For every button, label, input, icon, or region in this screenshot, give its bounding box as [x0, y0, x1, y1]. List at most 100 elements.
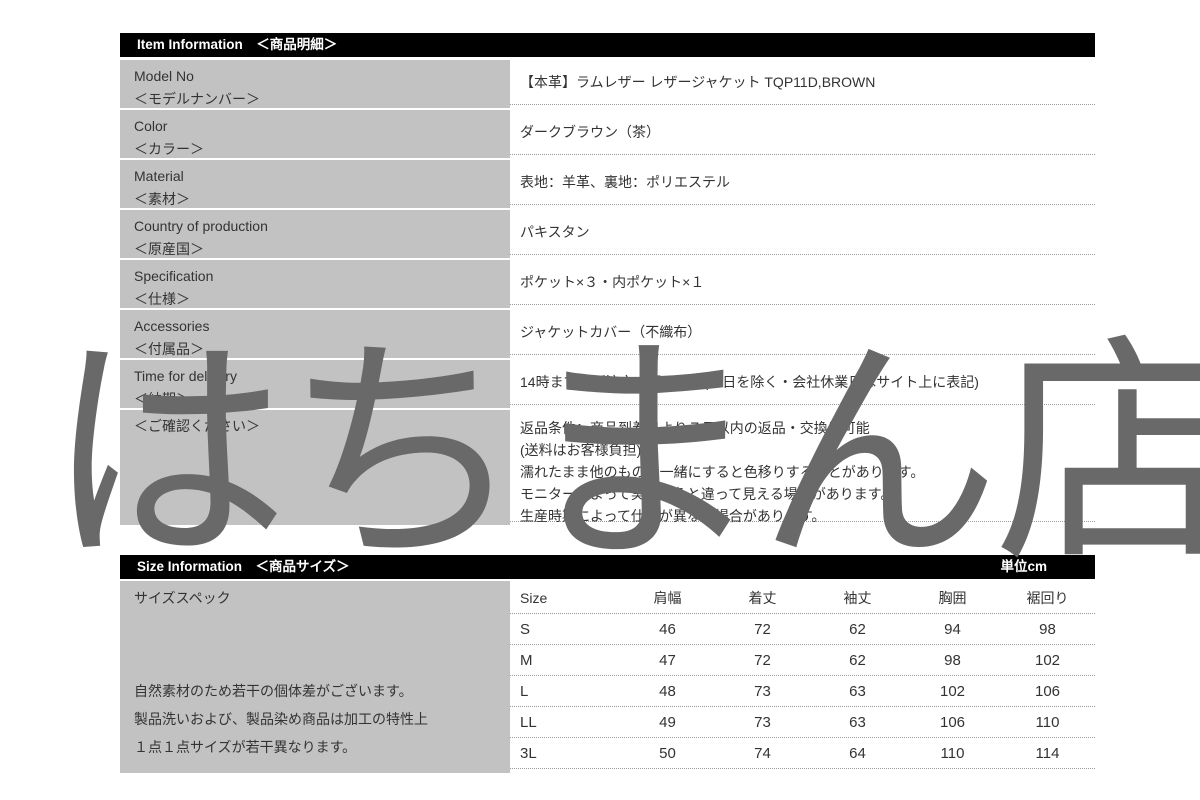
size-table-row: LL 49 73 63 106 110 — [510, 707, 1095, 738]
row-label-cell: ＜ご確認ください＞ — [120, 410, 510, 525]
item-info-row: Model No ＜モデルナンバー＞ 【本革】ラムレザー レザージャケット TQP1… — [120, 60, 1095, 108]
item-info-title: Item Information ＜商品明細＞ — [137, 37, 338, 52]
row-label-jp: ＜モデルナンバー＞ — [134, 91, 260, 107]
row-value: パキスタン — [520, 224, 590, 240]
size-spec-title: サイズスペック — [134, 590, 231, 606]
size-column-header: 胸囲 — [938, 589, 967, 606]
notes-line: 生産時期によって仕様が異なる場合があります。 — [520, 508, 826, 524]
row-label-jp: ＜カラー＞ — [134, 141, 204, 157]
size-table-cell: 47 — [659, 651, 676, 669]
row-value-cell: ダークブラウン（茶） — [510, 110, 1095, 155]
size-unit-label: 単位cm — [1000, 559, 1047, 574]
size-info-section: Size Information ＜商品サイズ＞ 単位cm サイズスペック 自然… — [120, 555, 1095, 773]
row-label-en: Specification — [134, 268, 214, 284]
size-column-header: 袖丈 — [843, 589, 872, 606]
size-table-cell: 74 — [754, 744, 771, 762]
row-label-en: Color — [134, 118, 168, 134]
size-table-cell: 50 — [659, 744, 676, 762]
row-value-cell: 表地：羊革、裏地：ポリエステル — [510, 160, 1095, 205]
size-table-cell: L — [520, 682, 529, 700]
row-value-cell: パキスタン — [510, 210, 1095, 255]
notes-line: モニターによって実物の色と違って見える場合があります。 — [520, 486, 895, 502]
row-label-jp: ＜付属品＞ — [134, 341, 204, 357]
notes-line: 濡れたまま他のものと一緒にすると色移りすることがあります。 — [520, 464, 925, 480]
size-column-header: 肩幅 — [653, 589, 682, 606]
item-info-row: Country of production ＜原産国＞ パキスタン — [120, 210, 1095, 258]
row-value-cell: 14時までのご注文で即日発送(土日を除く・会社休業日はサイト上に表記) — [510, 360, 1095, 405]
row-label-cell: Specification ＜仕様＞ — [120, 260, 510, 308]
item-info-row: Accessories ＜付属品＞ ジャケットカバー（不織布） — [120, 310, 1095, 358]
size-table-cell: 106 — [939, 713, 966, 731]
item-info-header-bar: Item Information ＜商品明細＞ — [120, 33, 1095, 57]
size-table-cell: 98 — [944, 651, 961, 669]
item-info-row: Material ＜素材＞ 表地：羊革、裏地：ポリエステル — [120, 160, 1095, 208]
row-label-en: Accessories — [134, 318, 210, 334]
size-info-header-bar: Size Information ＜商品サイズ＞ 単位cm — [120, 555, 1095, 579]
row-label-cell: Accessories ＜付属品＞ — [120, 310, 510, 358]
row-label-jp: ＜素材＞ — [134, 191, 190, 207]
size-info-body: サイズスペック 自然素材のため若干の個体差がございます。 製品洗いおよび、製品染め… — [120, 581, 1095, 773]
row-label-jp: ＜仕様＞ — [134, 291, 190, 307]
item-info-notes-row: ＜ご確認ください＞ 返品条件：商品到着日より７日以内の返品・交換は可能 (送料はお客… — [120, 410, 1095, 525]
row-label-en: Model No — [134, 68, 194, 84]
row-label-en: Time for delivery — [134, 368, 237, 384]
size-table-cell: 102 — [939, 682, 966, 700]
size-table-row: S 46 72 62 94 98 — [510, 614, 1095, 645]
size-table-cell: 106 — [1034, 682, 1061, 700]
size-table-cell: 63 — [849, 713, 866, 731]
size-table-cell: 63 — [849, 682, 866, 700]
size-column-header: Size — [520, 589, 548, 606]
size-column-header: 着丈 — [748, 589, 777, 606]
size-table-cell: 46 — [659, 620, 676, 638]
item-info-section: Item Information ＜商品明細＞ Model No ＜モデルナンバー… — [120, 33, 1095, 525]
size-table-cell: 48 — [659, 682, 676, 700]
row-label-cell: Time for delivery ＜納期＞ — [120, 360, 510, 408]
size-table-cell: M — [520, 651, 533, 669]
size-table-cell: 114 — [1035, 744, 1060, 762]
row-value-cell: ポケット×３・内ポケット×１ — [510, 260, 1095, 305]
size-table-cell: 110 — [1035, 713, 1060, 731]
size-table-cell: 72 — [754, 620, 771, 638]
spec-note-line: 自然素材のため若干の個体差がございます。 — [134, 683, 413, 699]
row-label-jp: ＜納期＞ — [134, 391, 190, 407]
row-value-cell: ジャケットカバー（不織布） — [510, 310, 1095, 355]
size-table-cell: 3L — [520, 744, 537, 762]
size-table-cell: 72 — [754, 651, 771, 669]
size-column-header: 裾回り — [1026, 589, 1069, 606]
row-value-cell: 返品条件：商品到着日より７日以内の返品・交換は可能 (送料はお客様負担) 濡れたまま… — [510, 410, 1095, 524]
row-label-jp: ＜ご確認ください＞ — [134, 418, 260, 434]
size-info-title: Size Information ＜商品サイズ＞ — [137, 559, 350, 574]
row-label-cell: Model No ＜モデルナンバー＞ — [120, 60, 510, 108]
size-table-cell: LL — [520, 713, 537, 731]
item-info-table: Model No ＜モデルナンバー＞ 【本革】ラムレザー レザージャケット TQP1… — [120, 60, 1095, 525]
size-table-header-row: Size 肩幅 着丈 袖丈 胸囲 裾回り — [510, 582, 1095, 614]
row-value: ダークブラウン（茶） — [520, 124, 660, 140]
row-value: 【本革】ラムレザー レザージャケット TQP11D,BROWN — [520, 74, 876, 90]
row-label-jp: ＜原産国＞ — [134, 241, 204, 257]
item-info-row: Specification ＜仕様＞ ポケット×３・内ポケット×１ — [120, 260, 1095, 308]
row-label-cell: Color ＜カラー＞ — [120, 110, 510, 158]
size-table-cell: 94 — [944, 620, 961, 638]
row-value: 表地：羊革、裏地：ポリエステル — [520, 174, 730, 190]
size-table-cell: 98 — [1039, 620, 1056, 638]
size-table-cell: 62 — [849, 651, 866, 669]
size-table-row: 3L 50 74 64 110 114 — [510, 738, 1095, 769]
size-table-cell: 73 — [754, 713, 771, 731]
notes-line: (送料はお客様負担) — [520, 442, 642, 458]
row-value-cell: 【本革】ラムレザー レザージャケット TQP11D,BROWN — [510, 60, 1095, 105]
row-label-en: Material — [134, 168, 184, 184]
size-table-cell: S — [520, 620, 531, 638]
size-table-cell: 49 — [659, 713, 676, 731]
size-spec-notes: 自然素材のため若干の個体差がございます。 製品洗いおよび、製品染め商品は加工の特性… — [134, 677, 500, 761]
size-chart-table: Size 肩幅 着丈 袖丈 胸囲 裾回り S 46 72 62 94 98 M 47 72 62 98 102 L 4… — [510, 581, 1095, 773]
size-spec-cell: サイズスペック 自然素材のため若干の個体差がございます。 製品洗いおよび、製品染め… — [120, 581, 510, 773]
size-table-cell: 64 — [849, 744, 866, 762]
row-value: 14時までのご注文で即日発送(土日を除く・会社休業日はサイト上に表記) — [520, 374, 979, 390]
size-table-row: L 48 73 63 102 106 — [510, 676, 1095, 707]
row-value: ジャケットカバー（不織布） — [520, 324, 702, 340]
row-label-cell: Material ＜素材＞ — [120, 160, 510, 208]
product-info-page: Item Information ＜商品明細＞ Model No ＜モデルナンバー… — [120, 33, 1095, 773]
row-label-en: Country of production — [134, 218, 268, 234]
size-table-cell: 102 — [1034, 651, 1061, 669]
size-table-row: M 47 72 62 98 102 — [510, 645, 1095, 676]
